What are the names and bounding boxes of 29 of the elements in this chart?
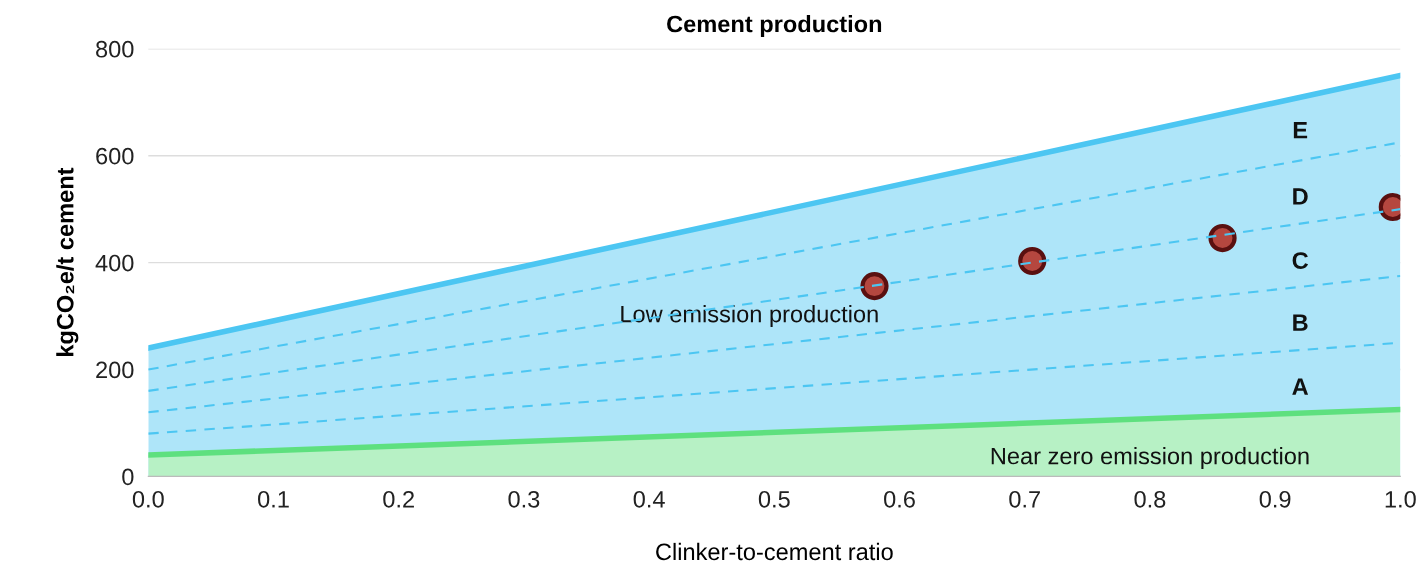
y-tick-label: 600 bbox=[96, 147, 134, 165]
y-tick-label: 200 bbox=[96, 361, 134, 379]
annotation: D bbox=[1293, 188, 1308, 205]
annotation: C bbox=[1292, 252, 1309, 269]
annotation: B bbox=[1293, 314, 1308, 331]
point bbox=[1208, 223, 1237, 253]
annotation: Low emission production bbox=[621, 305, 878, 328]
chart-title: Cement production bbox=[667, 15, 882, 38]
x-tick-label: 0.1 bbox=[258, 490, 289, 508]
annotation: Near zero emission production bbox=[991, 447, 1309, 470]
y-tick-label: 0 bbox=[122, 468, 134, 486]
x-tick-label: 0.0 bbox=[132, 490, 164, 508]
x-tick-label: 0.4 bbox=[633, 490, 665, 508]
x-tick-label: 0.2 bbox=[383, 490, 414, 508]
point bbox=[1018, 246, 1047, 276]
x-tick-label: 0.5 bbox=[758, 490, 790, 508]
y-tick-label: 400 bbox=[95, 254, 134, 272]
annotation: A bbox=[1292, 378, 1309, 395]
x-tick-label: 0.8 bbox=[1134, 490, 1166, 508]
x-axis-title: Clinker-to-cement ratio bbox=[656, 542, 893, 561]
annotation: E bbox=[1293, 122, 1308, 139]
x-tick-label: 1.0 bbox=[1385, 490, 1416, 508]
point bbox=[860, 272, 889, 301]
x-tick-label: 0.9 bbox=[1259, 490, 1291, 508]
x-tick-label: 0.7 bbox=[1009, 490, 1040, 508]
y-axis-title: kgCO₂e/t cement bbox=[56, 167, 79, 357]
x-tick-label: 0.6 bbox=[884, 490, 915, 508]
x-tick-label: 0.3 bbox=[508, 490, 540, 508]
y-tick-label: 800 bbox=[96, 40, 134, 58]
